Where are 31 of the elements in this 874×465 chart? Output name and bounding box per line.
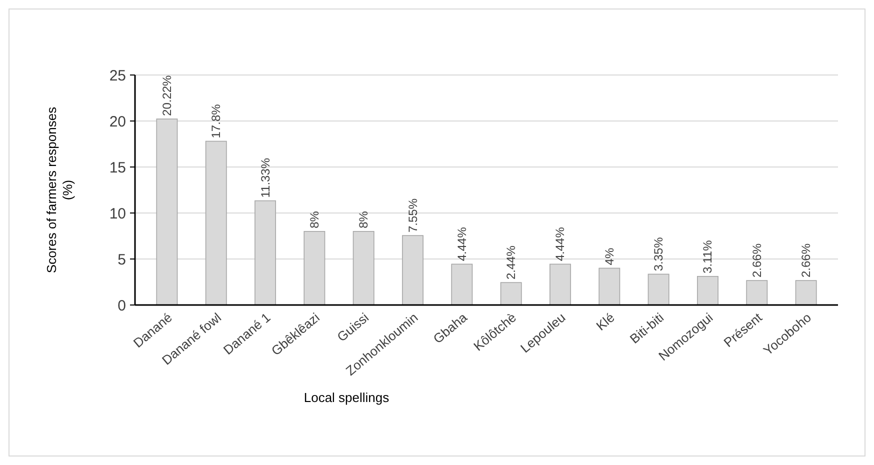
y-axis-title: Scores of farmers responses (%) (44, 106, 75, 274)
x-tick-label: Klé (593, 310, 618, 334)
bar (451, 264, 473, 306)
data-label: 2.66% (799, 243, 814, 278)
data-label: 3.35% (652, 236, 666, 272)
bar (746, 280, 768, 306)
y-tick-label: 20 (109, 113, 126, 130)
y-tick-label: 5 (118, 251, 126, 268)
data-label: 17.8% (209, 104, 224, 138)
data-label: 2.44% (504, 245, 518, 280)
data-label: 2.66% (750, 243, 764, 278)
bar (500, 282, 522, 306)
bar (598, 268, 620, 306)
data-label: 3.11% (700, 240, 715, 274)
data-label: 7.55% (406, 198, 420, 233)
bar (648, 274, 670, 306)
data-label: 4.44% (454, 226, 469, 262)
y-tick-label: 25 (109, 67, 126, 84)
y-tick-label: 0 (118, 297, 126, 314)
data-label: 20.22% (160, 74, 174, 116)
y-tick-label: 15 (109, 159, 126, 176)
bar (795, 280, 817, 306)
bar (550, 264, 571, 306)
data-label: 4.44% (553, 226, 568, 262)
y-tick-label: 10 (109, 205, 126, 222)
x-axis-title: Local spellings (304, 390, 390, 405)
data-label: 4% (602, 248, 616, 266)
bar (697, 276, 718, 306)
data-label: 8% (356, 210, 371, 228)
data-label: 11.33% (258, 158, 272, 198)
data-label: 8% (307, 210, 322, 228)
